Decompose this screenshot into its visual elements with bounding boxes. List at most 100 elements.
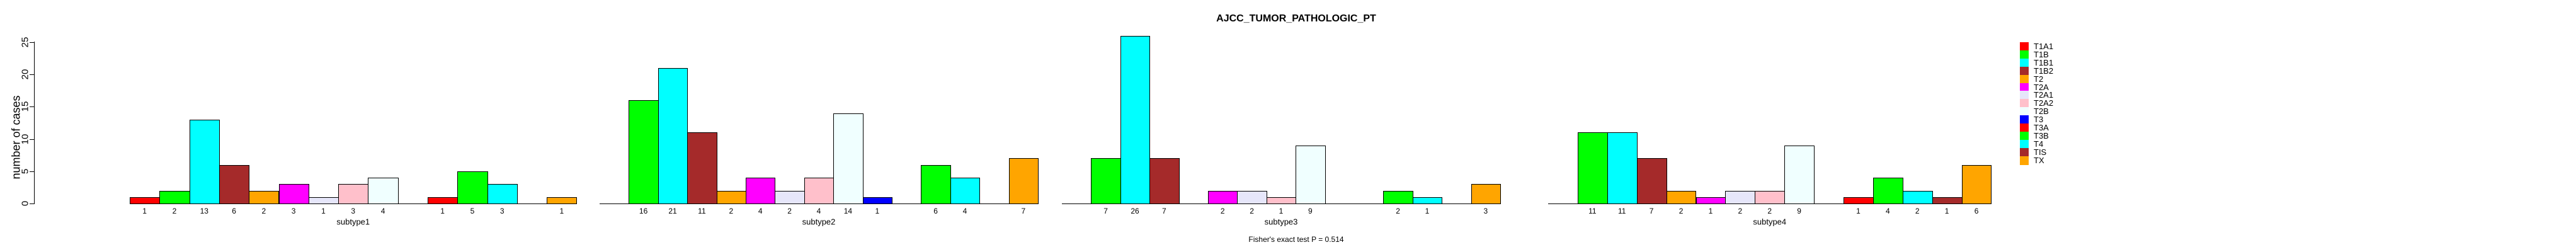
bar <box>687 132 717 204</box>
bar <box>1296 146 1326 204</box>
bar <box>1008 158 1039 204</box>
bar <box>1844 197 1874 204</box>
y-tick-mark <box>30 171 34 172</box>
legend-swatch <box>2020 99 2029 108</box>
legend-label: T4 <box>2034 139 2044 149</box>
legend-label: T1B1 <box>2034 57 2054 67</box>
legend-swatch <box>2020 66 2029 76</box>
bar <box>219 165 250 204</box>
bar-value-label: 26 <box>1131 207 1139 215</box>
bar-value-label: 1 <box>142 207 147 215</box>
bar-value-label: 1 <box>321 207 326 215</box>
bar <box>1208 191 1238 204</box>
bar <box>1607 132 1638 204</box>
bar <box>1784 146 1815 204</box>
legend-swatch <box>2020 139 2029 149</box>
bar-value-label: 6 <box>933 207 938 215</box>
bar <box>308 197 339 204</box>
bar <box>775 191 805 204</box>
group-label: subtype1 <box>336 217 370 227</box>
legend-label: T2A <box>2034 82 2049 92</box>
bar <box>1383 191 1413 204</box>
legend-swatch <box>2020 107 2029 117</box>
bar-value-label: 2 <box>1767 207 1772 215</box>
bar <box>1237 191 1267 204</box>
y-tick-mark <box>30 139 34 140</box>
bar <box>249 191 280 204</box>
bar-value-label: 6 <box>232 207 236 215</box>
group-label: subtype2 <box>802 217 836 227</box>
legend-swatch <box>2020 147 2029 157</box>
bar <box>1120 36 1151 204</box>
y-tick-mark <box>30 42 34 43</box>
bar-value-label: 1 <box>1279 207 1284 215</box>
bar-value-label: 4 <box>380 207 385 215</box>
bar-value-label: 1 <box>1425 207 1430 215</box>
bar-value-label: 1 <box>1708 207 1713 215</box>
bar-value-label: 5 <box>470 207 475 215</box>
bar-value-label: 2 <box>172 207 177 215</box>
bar-value-label: 1 <box>559 207 564 215</box>
y-tick-mark <box>30 74 34 75</box>
y-tick-label: 5 <box>20 168 31 175</box>
bar-value-label: 4 <box>816 207 821 215</box>
bar <box>547 197 578 204</box>
bar <box>1695 197 1726 204</box>
legend-label: T2 <box>2034 74 2044 84</box>
bar <box>629 100 659 204</box>
legend-label: T2A2 <box>2034 98 2054 108</box>
legend-label: T3B <box>2034 130 2049 140</box>
bar <box>189 120 220 204</box>
legend-swatch <box>2020 123 2029 132</box>
bar-value-label: 14 <box>843 207 853 215</box>
bar <box>1932 197 1963 204</box>
bar-value-label: 13 <box>200 207 208 215</box>
bar-value-label: 2 <box>1915 207 1920 215</box>
legend-swatch <box>2020 50 2029 59</box>
bar <box>487 184 518 204</box>
y-tick-label: 0 <box>20 200 31 207</box>
y-axis-line <box>34 42 35 204</box>
bar <box>428 197 459 204</box>
bar-value-label: 7 <box>1162 207 1166 215</box>
legend-label: T1B <box>2034 49 2049 59</box>
bar-value-label: 7 <box>1021 207 1026 215</box>
bar <box>368 178 399 204</box>
bar-value-label: 11 <box>1588 207 1597 215</box>
bar-value-label: 2 <box>1250 207 1254 215</box>
bar <box>338 184 369 204</box>
statistical-test-annotation: Fisher's exact test P = 0.514 <box>1248 235 1344 244</box>
bar <box>1577 132 1608 204</box>
bar-value-label: 7 <box>1649 207 1654 215</box>
bar <box>1961 165 1992 204</box>
bar-value-label: 2 <box>729 207 734 215</box>
bar <box>1149 158 1180 204</box>
bar <box>716 191 746 204</box>
bar <box>658 68 688 204</box>
bar <box>457 171 488 204</box>
bar-value-label: 2 <box>1220 207 1225 215</box>
bar <box>746 178 776 204</box>
y-tick-mark <box>30 106 34 107</box>
bar-value-label: 1 <box>1856 207 1861 215</box>
legend-swatch <box>2020 115 2029 125</box>
group-label: subtype4 <box>1753 217 1787 227</box>
bar <box>159 191 190 204</box>
bar-value-label: 16 <box>639 207 648 215</box>
bar-value-label: 2 <box>1738 207 1743 215</box>
bar <box>804 178 835 204</box>
y-tick-label: 15 <box>20 101 31 112</box>
bar <box>1666 191 1697 204</box>
bar-value-label: 7 <box>1103 207 1108 215</box>
bar <box>833 113 863 204</box>
legend-swatch <box>2020 156 2029 165</box>
bar <box>1902 191 1933 204</box>
legend-swatch <box>2020 131 2029 140</box>
y-tick-label: 25 <box>20 37 31 48</box>
group-label: subtype3 <box>1264 217 1298 227</box>
bar <box>921 165 951 204</box>
bar-value-label: 1 <box>1944 207 1949 215</box>
bar <box>130 197 161 204</box>
bar-value-label: 2 <box>261 207 266 215</box>
bar-value-label: 11 <box>698 207 706 215</box>
